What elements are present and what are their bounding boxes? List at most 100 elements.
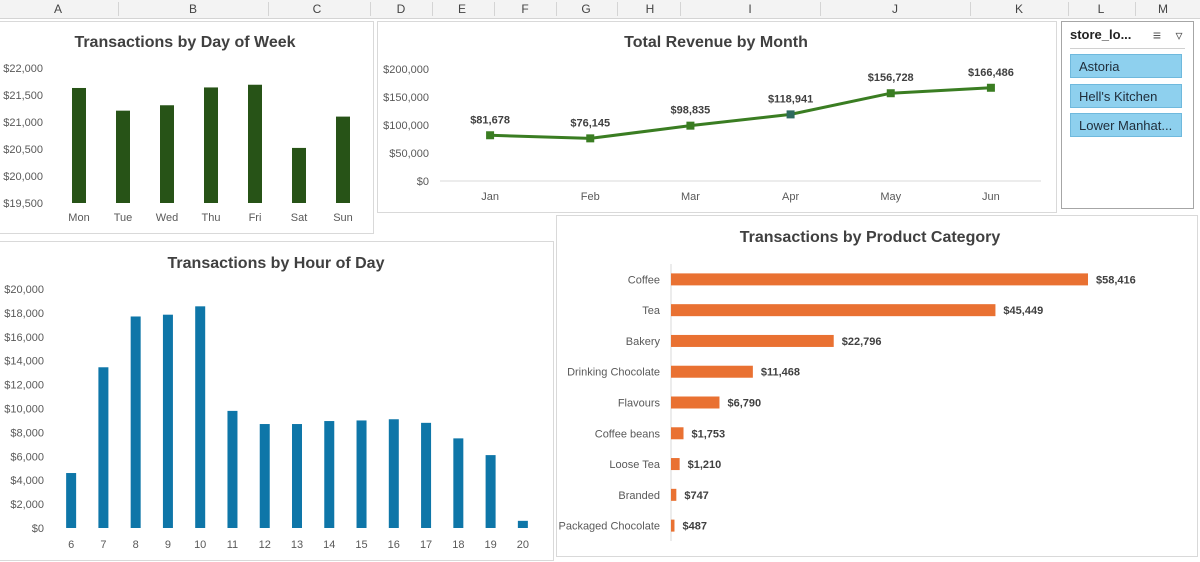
x-tick-label: 7 <box>100 539 106 551</box>
multi-select-icon[interactable]: ≡ <box>1152 27 1162 43</box>
bar-category-bakery <box>671 334 834 347</box>
slicer-item-hells-kitchen[interactable]: Hell's Kitchen <box>1070 84 1182 108</box>
data-label: $166,486 <box>968 67 1014 79</box>
y-tick-label: Drinking Chocolate <box>567 367 660 379</box>
x-tick-label: Fri <box>249 212 262 224</box>
bar-hour-14 <box>324 421 335 528</box>
column-header-c[interactable]: C <box>312 2 322 16</box>
bar-hour-7 <box>98 367 109 528</box>
bar-hour-17 <box>421 422 432 528</box>
x-tick-label: Thu <box>202 212 221 224</box>
bar-mon <box>72 87 86 203</box>
bar-hour-8 <box>130 316 141 528</box>
bar-category-loose-tea <box>671 458 680 471</box>
x-tick-label: Mon <box>68 212 89 224</box>
x-tick-label: 6 <box>68 539 74 551</box>
slicer-item-astoria[interactable]: Astoria <box>1070 54 1182 78</box>
column-header-e[interactable]: E <box>457 2 467 16</box>
data-label: $98,835 <box>671 105 711 117</box>
y-tick-label: $200,000 <box>383 64 429 76</box>
x-tick-label: 14 <box>323 539 335 551</box>
bar-thu <box>204 87 218 203</box>
column-header-h[interactable]: H <box>645 2 655 16</box>
y-tick-label: Tea <box>642 305 661 317</box>
data-label: $487 <box>682 521 706 533</box>
series-line-revenue <box>490 86 991 140</box>
x-tick-label: Jan <box>481 191 499 203</box>
y-tick-label: $100,000 <box>383 120 429 132</box>
slicer-title: store_lo... <box>1070 27 1132 42</box>
y-tick-label: $19,500 <box>3 198 43 210</box>
data-label: $81,678 <box>470 114 510 126</box>
y-tick-label: $0 <box>32 523 44 535</box>
y-tick-label: $50,000 <box>389 148 429 160</box>
bar-hour-19 <box>485 455 496 528</box>
bar-fri <box>248 84 262 203</box>
clear-filter-icon[interactable]: ▿ <box>1175 27 1183 43</box>
bar-sun <box>336 116 350 203</box>
y-tick-label: Coffee <box>628 274 660 286</box>
store-location-slicer[interactable]: store_lo... ≡ ▿ Astoria Hell's Kitchen L… <box>1061 21 1194 209</box>
x-tick-label: Feb <box>581 191 600 203</box>
bar-category-branded <box>671 488 677 501</box>
point-feb <box>586 134 595 143</box>
y-tick-label: $20,500 <box>3 144 43 156</box>
x-tick-label: 16 <box>388 539 400 551</box>
y-tick-label: $2,000 <box>10 499 44 511</box>
y-tick-label: $150,000 <box>383 92 429 104</box>
y-tick-label: Flavours <box>618 398 661 410</box>
x-tick-label: 20 <box>517 539 529 551</box>
chart-title-revenue-month: Total Revenue by Month <box>624 34 808 51</box>
y-tick-label: $6,000 <box>10 451 44 463</box>
bar-category-coffee-beans <box>671 427 684 440</box>
bar-hour-16 <box>388 419 399 528</box>
x-tick-label: 8 <box>133 539 139 551</box>
data-label: $45,449 <box>1003 305 1043 317</box>
chart-title-product-category: Transactions by Product Category <box>739 229 1001 246</box>
column-header-k[interactable]: K <box>1014 2 1024 16</box>
column-header-f[interactable]: F <box>521 2 529 16</box>
chart-panel-day-of-week[interactable] <box>0 21 374 234</box>
x-tick-label: May <box>880 191 901 203</box>
y-tick-label: $20,000 <box>3 171 43 183</box>
y-tick-label: Bakery <box>626 336 661 348</box>
bar-category-flavours <box>671 396 720 409</box>
data-label: $11,468 <box>761 367 800 379</box>
bar-hour-13 <box>292 424 302 528</box>
bar-hour-15 <box>356 420 367 528</box>
y-tick-label: $16,000 <box>4 332 44 344</box>
x-tick-label: Sat <box>291 212 308 224</box>
bar-hour-20 <box>517 520 528 528</box>
bar-hour-6 <box>66 473 77 528</box>
column-header-j[interactable]: J <box>892 2 898 16</box>
chart-title-hour-of-day: Transactions by Hour of Day <box>167 255 385 272</box>
x-tick-label: Jun <box>982 191 1000 203</box>
x-tick-label: 12 <box>259 539 271 551</box>
column-header-d[interactable]: D <box>396 2 406 16</box>
bar-hour-9 <box>162 314 173 528</box>
y-tick-label: Branded <box>618 490 660 502</box>
chart-panel-product-category[interactable] <box>556 215 1198 557</box>
bar-hour-12 <box>259 424 270 528</box>
column-header-i[interactable]: I <box>748 2 752 16</box>
x-tick-label: 15 <box>355 539 367 551</box>
y-tick-label: $10,000 <box>4 404 44 416</box>
column-header-g[interactable]: G <box>581 2 591 16</box>
x-tick-label: 11 <box>227 539 238 551</box>
column-header-m[interactable]: M <box>1158 2 1168 16</box>
column-header-bar: A B C D E F G H I J K L M <box>0 0 1200 19</box>
y-tick-label: $21,000 <box>3 117 43 129</box>
slicer-item-lower-manhattan[interactable]: Lower Manhat... <box>1070 113 1182 137</box>
column-header-l[interactable]: L <box>1097 2 1105 16</box>
x-tick-label: 19 <box>484 539 496 551</box>
data-label: $1,753 <box>692 428 726 440</box>
column-header-b[interactable]: B <box>188 2 198 16</box>
data-label: $156,728 <box>868 72 914 84</box>
bar-wed <box>160 105 174 203</box>
column-header-a[interactable]: A <box>53 2 63 16</box>
y-tick-label: $8,000 <box>10 427 44 439</box>
y-tick-label: $12,000 <box>4 380 44 392</box>
y-tick-label: Coffee beans <box>595 428 661 440</box>
bar-hour-10 <box>195 306 206 528</box>
